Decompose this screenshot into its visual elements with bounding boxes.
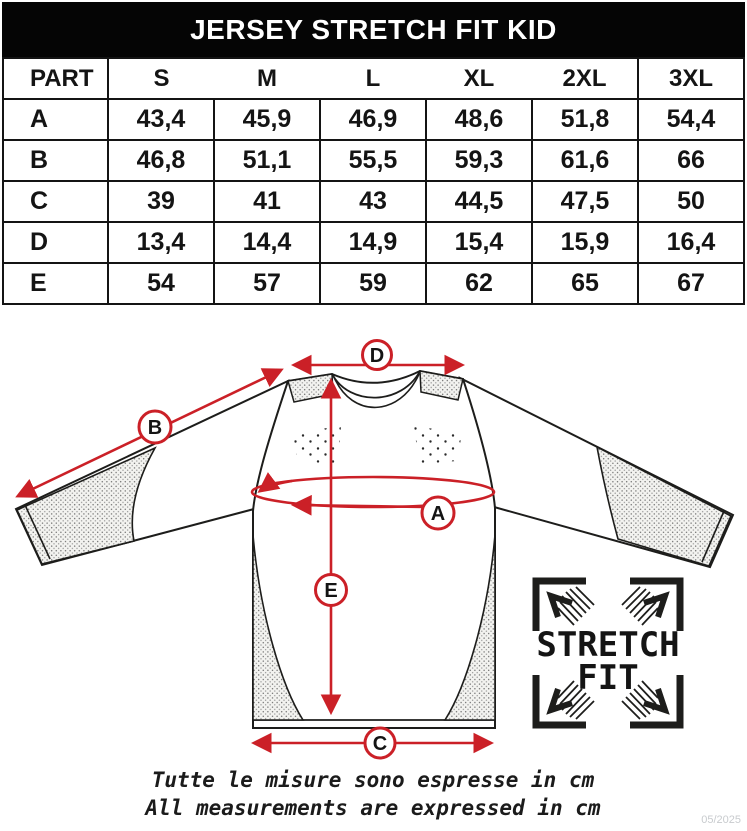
page-title: JERSEY STRETCH FIT KID — [190, 13, 557, 45]
col-header-size-3xl: 3XL — [637, 57, 744, 100]
cell-value: 16,4 — [637, 221, 744, 264]
measure-girth-a-tip — [257, 472, 293, 493]
cell-value: 55,5 — [319, 139, 426, 182]
cell-value: 62 — [425, 262, 532, 305]
measure-arrow-a — [290, 494, 425, 516]
cell-value: 65 — [531, 262, 638, 305]
cell-value: 54,4 — [637, 98, 744, 141]
cell-value: 15,4 — [425, 221, 532, 264]
col-header-size-m: M — [214, 57, 320, 100]
right-chest-perforation — [414, 426, 462, 464]
table-row-d: D 13,4 14,4 14,9 15,4 15,9 16,4 — [3, 221, 744, 264]
col-header-part: PART — [3, 57, 109, 100]
col-header-size-2xl: 2XL — [532, 57, 638, 100]
cell-value: 39 — [107, 180, 214, 223]
row-part-label: A — [3, 98, 109, 141]
marker-circle-c — [363, 726, 397, 760]
cell-value: 67 — [637, 262, 744, 305]
row-part-label: E — [3, 262, 109, 305]
cell-value: 41 — [213, 180, 320, 223]
table-row-e: E 54 57 59 62 65 67 — [3, 262, 744, 305]
cell-value: 48,6 — [425, 98, 532, 141]
left-cuff-seam — [24, 504, 51, 560]
cell-value: 14,4 — [213, 221, 320, 264]
table-row-a: A 43,4 45,9 46,9 48,6 51,8 54,4 — [3, 98, 744, 141]
cell-value: 46,9 — [319, 98, 426, 141]
marker-label-b: B — [148, 417, 162, 439]
cell-value: 66 — [637, 139, 744, 182]
cell-value: 59 — [319, 262, 426, 305]
row-part-label: D — [3, 221, 109, 264]
cell-value: 43 — [319, 180, 426, 223]
jersey-measurement-diagram: D B A E C STRETCH FIT Tutte le misure so… — [14, 339, 741, 826]
cell-value: 44,5 — [425, 180, 532, 223]
title-bar: JERSEY STRETCH FIT KID — [2, 2, 745, 57]
cell-value: 15,9 — [531, 221, 638, 264]
marker-label-d: D — [370, 345, 384, 367]
table-row-c: C 39 41 43 44,5 47,5 50 — [3, 180, 744, 223]
cell-value: 54 — [107, 262, 214, 305]
marker-label-a: A — [431, 503, 445, 525]
row-part-label: B — [3, 139, 109, 182]
cell-value: 59,3 — [425, 139, 532, 182]
cell-value: 13,4 — [107, 221, 214, 264]
row-part-label: C — [3, 180, 109, 223]
marker-label-c: C — [373, 733, 387, 755]
right-shoulder-mesh — [419, 370, 464, 401]
col-header-size-s: S — [108, 57, 214, 100]
table-row-b: B 46,8 51,1 55,5 59,3 61,6 66 — [3, 139, 744, 182]
left-sleeve-mesh — [15, 446, 157, 565]
note-italian: Tutte le misure sono espresse in cm — [152, 768, 595, 792]
marker-circle-a — [420, 495, 456, 531]
cell-value: 50 — [637, 180, 744, 223]
cell-value: 46,8 — [107, 139, 214, 182]
cell-value: 43,4 — [107, 98, 214, 141]
date-stamp: 05/2025 — [701, 814, 741, 826]
cell-value: 51,8 — [531, 98, 638, 141]
measure-markers: D B A E C — [137, 339, 456, 760]
right-cuff-seam — [701, 510, 725, 563]
col-header-size-l: L — [320, 57, 426, 100]
stretch-fit-logo-text-line2: FIT — [577, 658, 638, 698]
cell-value: 61,6 — [531, 139, 638, 182]
stretch-fit-logo: STRETCH FIT — [536, 581, 680, 725]
size-table-header-row: PART S M L XL 2XL 3XL — [3, 57, 744, 100]
marker-circle-e — [314, 573, 348, 607]
right-side-panel-mesh — [443, 534, 496, 721]
left-side-panel-mesh — [252, 534, 305, 721]
cell-value: 47,5 — [531, 180, 638, 223]
stretch-fit-logo-text-line1: STRETCH — [536, 625, 679, 665]
cell-value: 14,9 — [319, 221, 426, 264]
col-header-size-xl: XL — [426, 57, 532, 100]
jersey-body — [252, 369, 496, 729]
right-sleeve-mesh — [595, 445, 733, 567]
size-table: PART S M L XL 2XL 3XL A 43,4 45,9 46,9 4… — [2, 57, 745, 305]
cell-value: 57 — [213, 262, 320, 305]
marker-label-e: E — [324, 580, 337, 602]
cell-value: 51,1 — [213, 139, 320, 182]
marker-circle-d — [361, 339, 393, 371]
note-english: All measurements are expressed in cm — [143, 796, 601, 820]
cell-value: 45,9 — [213, 98, 320, 141]
marker-circle-b — [137, 409, 173, 445]
